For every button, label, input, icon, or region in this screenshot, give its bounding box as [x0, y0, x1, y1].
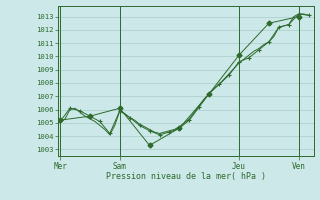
- X-axis label: Pression niveau de la mer( hPa ): Pression niveau de la mer( hPa ): [106, 172, 266, 181]
